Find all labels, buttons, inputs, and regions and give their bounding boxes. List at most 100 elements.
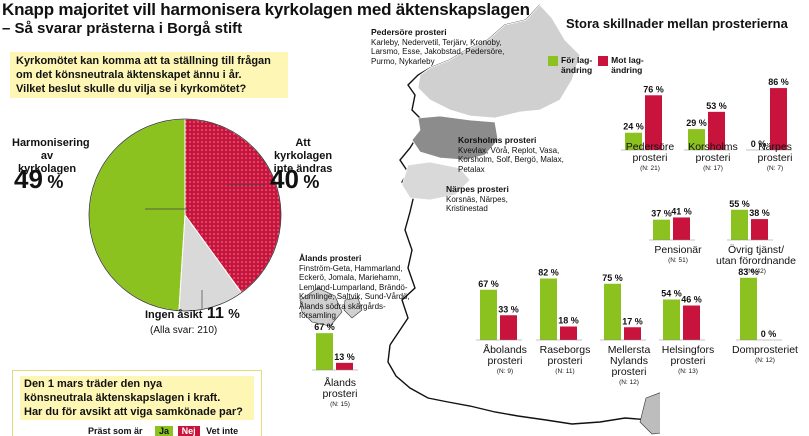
question2-frame xyxy=(12,370,262,436)
bar-category-label: Åbolands xyxy=(483,343,527,356)
bar-for xyxy=(540,278,557,340)
bar-value-mot: 17 % xyxy=(622,316,643,326)
bar-n-label: (N: 11) xyxy=(555,368,574,375)
bar-n-label: (N: 42) xyxy=(746,268,766,275)
bar-value-mot: 0 % xyxy=(761,329,777,339)
bar-category-label: prosteri xyxy=(695,152,730,164)
bar-n-label: (N: 13) xyxy=(678,368,698,375)
bar-value-mot: 13 % xyxy=(334,352,355,362)
bar-category-label: Pedersöre xyxy=(626,141,675,153)
bar-n-label: (N: 17) xyxy=(703,165,723,172)
bar-value-mot: 86 % xyxy=(768,77,789,87)
q2-col-label: Präst som är xyxy=(88,426,143,436)
question-line: Kyrkomötet kan komma att ta ställning ti… xyxy=(16,55,271,67)
q2-nej: Nej xyxy=(177,426,200,436)
bar-value-for: 67 % xyxy=(478,279,499,289)
question-line: om det könsneutrala äktenskapet ännu i å… xyxy=(16,69,242,81)
bar-category-label: Övrig tjänst/ xyxy=(728,244,784,256)
bar-for xyxy=(740,277,757,340)
bar-n-label: (N: 12) xyxy=(619,379,639,386)
map-label-aland: Ålands prosteri Finström-Geta, Hammarlan… xyxy=(299,253,410,320)
bar-value-for: 37 % xyxy=(651,209,672,219)
bar-mot xyxy=(336,362,353,370)
bar-category-label: prosteri xyxy=(322,388,357,400)
page-subtitle: – Så svarar prästerna i Borgå stift xyxy=(2,20,243,37)
bar-category-label: prosteri xyxy=(611,366,646,378)
legend-mot: Mot lag- ändring xyxy=(598,55,644,75)
bar-category-label: prosteri xyxy=(487,355,522,367)
bar-category-label: Raseborgs xyxy=(540,344,591,356)
q2-ja: Ja xyxy=(155,426,174,436)
bar-for xyxy=(625,132,642,150)
bar-for xyxy=(663,299,680,340)
pie-chart xyxy=(88,118,282,312)
map-label-pedersore: Pedersöre prosteri Karleby, Nedervetil, … xyxy=(371,27,505,66)
bar-category-label: prosteri xyxy=(547,355,582,367)
region-korsholm xyxy=(411,115,499,161)
map xyxy=(299,4,660,435)
bar-value-for: 29 % xyxy=(686,118,707,128)
bar-value-for: 82 % xyxy=(538,268,559,278)
bar-mot xyxy=(683,305,700,340)
region-south xyxy=(639,392,660,435)
bar-value-for: 55 % xyxy=(729,199,750,209)
bar-category-label: Helsingfors xyxy=(662,344,715,356)
pie-total: (Alla svar: 210) xyxy=(150,325,218,336)
bar-value-mot: 46 % xyxy=(681,295,702,305)
q2-column-row: Präst som är Ja Nej Vet inte xyxy=(88,426,238,436)
bar-n-label: (N: 7) xyxy=(767,165,783,172)
pie-label-harmonisering: Harmonisering av kyrkolagen xyxy=(12,137,90,175)
bar-n-label: (N: 51) xyxy=(668,257,688,264)
legend: För lag- ändring Mot lag- ändring xyxy=(548,55,644,75)
bars-heading: Stora skillnader mellan prosterierna xyxy=(566,16,788,31)
bar-category-label: Mellersta xyxy=(608,344,651,356)
bar-for xyxy=(688,129,705,150)
bar-mot xyxy=(673,217,690,240)
q2-vet: Vet inte xyxy=(206,426,239,436)
bar-n-label: (N: 21) xyxy=(640,165,660,172)
map-label-narpes: Närpes prosteri Korsnäs, Närpes, Kristin… xyxy=(446,184,509,213)
bar-category-label: prosteri xyxy=(757,152,792,164)
page-title: Knapp majoritet vill harmonisera kyrkola… xyxy=(2,0,530,19)
bar-category-label: Närpes xyxy=(758,141,792,153)
bar-value-for: 54 % xyxy=(661,289,682,299)
bar-n-label: (N: 12) xyxy=(755,357,775,364)
bar-value-mot: 33 % xyxy=(498,304,519,314)
region-narpes xyxy=(401,161,471,201)
coastline-south xyxy=(387,344,651,425)
bar-category-label: prosteri xyxy=(632,152,667,164)
question2-box: Den 1 mars träder den nya könsneutrala ä… xyxy=(20,376,254,420)
bar-value-mot: 41 % xyxy=(671,206,692,216)
map-label-korsholm: Korsholms prosteri Kvevlax, Vörå, Replot… xyxy=(458,135,564,174)
bar-mot xyxy=(751,219,768,240)
bar-value-mot: 76 % xyxy=(643,84,664,94)
legend-for: För lag- ändring xyxy=(548,55,592,75)
pie-value-harmonisering: 49 % xyxy=(14,164,64,194)
legend-swatch-green xyxy=(548,56,558,66)
bar-category-label: Ålands xyxy=(324,376,356,389)
pie-label-andras: Att kyrkolagen inte ändras xyxy=(273,137,333,175)
pie-outline xyxy=(88,118,282,312)
bar-mot xyxy=(624,327,641,340)
bar-category-label: Korsholms xyxy=(688,141,738,153)
bar-mot xyxy=(770,88,787,150)
bar-value-mot: 18 % xyxy=(558,316,579,326)
bar-category-label: Pensionär xyxy=(654,244,702,256)
bar-value-for: 24 % xyxy=(623,122,644,132)
aland-islands xyxy=(299,287,363,327)
bar-value-for: 0 % xyxy=(751,139,767,149)
bar-value-for: 75 % xyxy=(602,273,623,283)
bar-mot xyxy=(708,111,725,150)
question-box: Kyrkomötet kan komma att ta ställning ti… xyxy=(10,52,288,98)
question-line: Vilket beslut skulle du vilja se i kyrko… xyxy=(16,83,247,95)
bar-category-label: Nylands xyxy=(610,355,648,367)
bar-for xyxy=(480,289,497,340)
bar-category-label: utan förordnande xyxy=(716,255,796,267)
legend-swatch-red xyxy=(598,56,609,66)
region-pedersore xyxy=(417,4,581,119)
bar-category-label: Domprosteriet xyxy=(732,344,798,356)
bar-value-mot: 53 % xyxy=(706,101,727,111)
bar-value-for: 83 % xyxy=(738,267,759,277)
bar-mot xyxy=(500,315,517,340)
